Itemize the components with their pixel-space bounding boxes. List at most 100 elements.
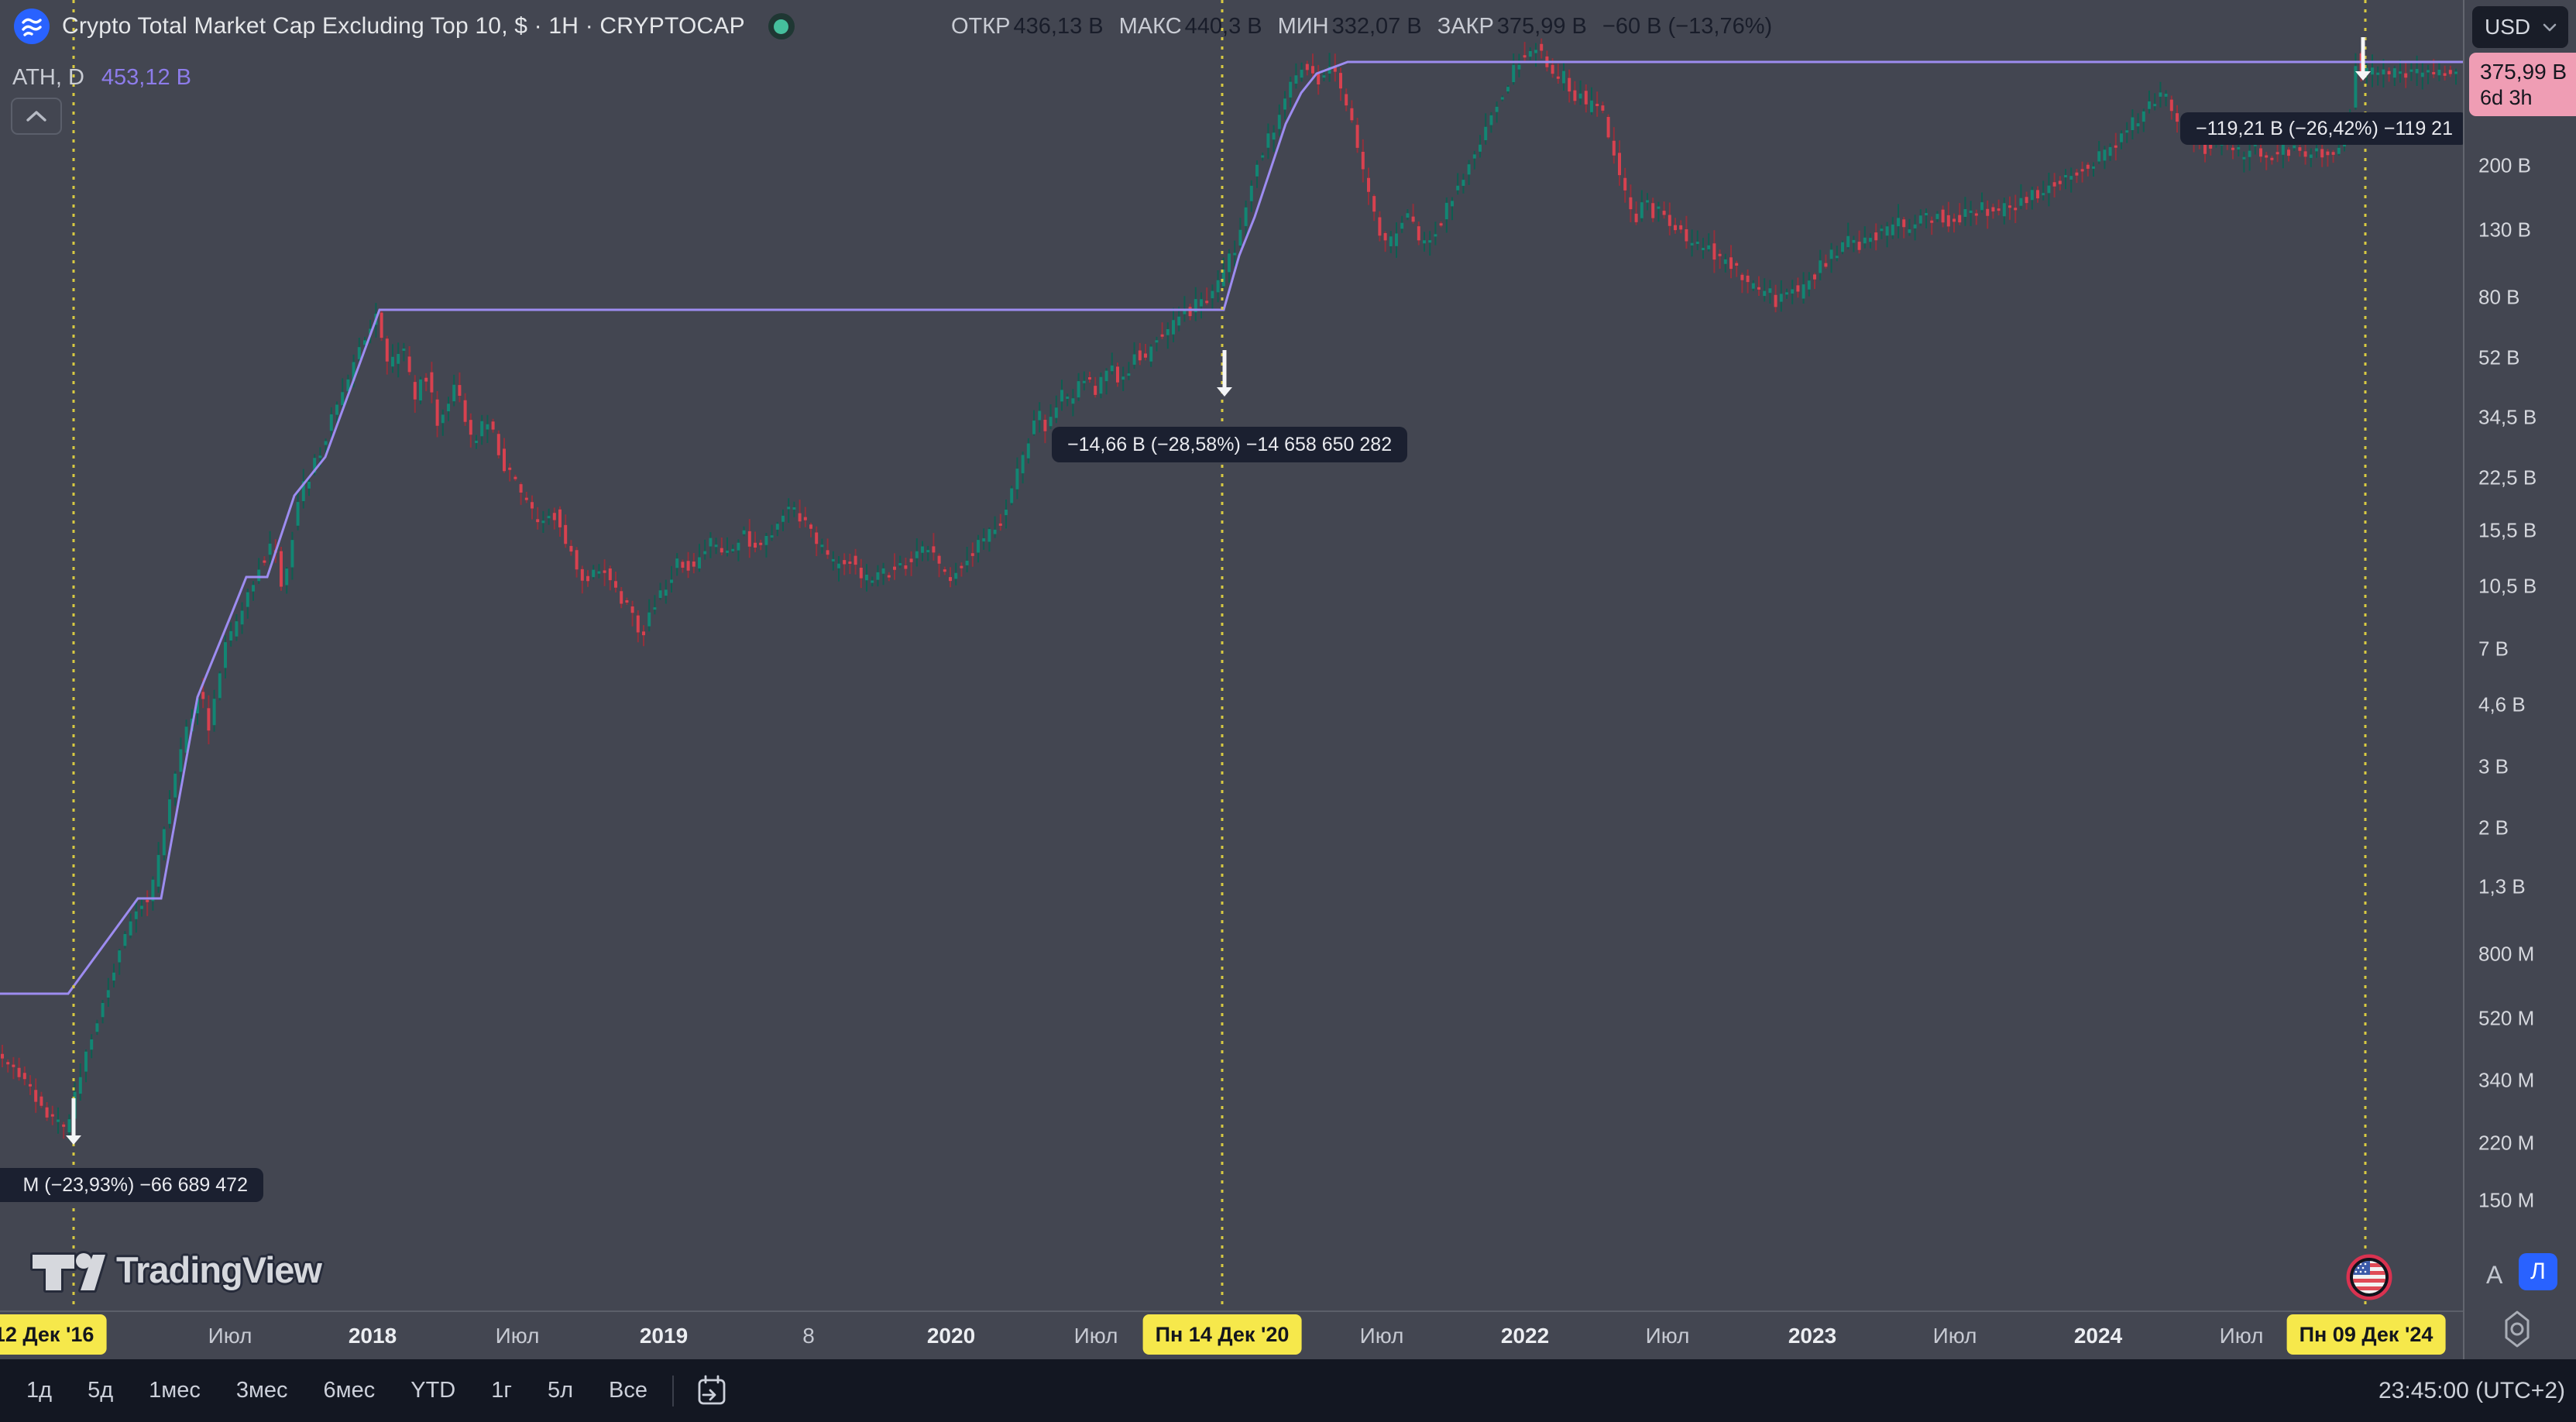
- ohlc-value: 332,07 B: [1331, 13, 1422, 39]
- ohlc-value: 440,3 B: [1184, 13, 1262, 39]
- range-button-3мес[interactable]: 3мес: [235, 1378, 288, 1403]
- price-tick-label: 34,5 B: [2478, 405, 2537, 429]
- time-tick-label: 2019: [639, 1323, 689, 1348]
- session-clock[interactable]: 23:45:00 (UTC+2): [2379, 1377, 2565, 1403]
- down-candle-path: [1, 43, 2452, 1127]
- down-arrow-icon: [66, 1098, 81, 1145]
- symbol-title[interactable]: Crypto Total Market Cap Excluding Top 10…: [62, 13, 745, 39]
- indicator-value: 453,12 B: [101, 64, 192, 90]
- time-tick-label: 8: [802, 1323, 815, 1348]
- price-tick-label: 200 B: [2478, 153, 2531, 177]
- price-tick-label: 1,3 B: [2478, 874, 2526, 898]
- cryptocap-logo-icon[interactable]: [14, 9, 50, 44]
- price-tick-label: 340 M: [2478, 1068, 2535, 1092]
- currency-button[interactable]: USD: [2472, 6, 2568, 48]
- down-arrow-markers: [66, 37, 2371, 1145]
- time-scale[interactable]: Июл 2018 Июл 2019 8 2020 Июл Июл 2022 Июл 2023 Июл 2…: [0, 1310, 2576, 1359]
- price-scale[interactable]: USD 375,99 B 6d 3h 200 B 130 B 80 B 52 B 34,…: [2463, 0, 2576, 1359]
- time-tick-label: 2023: [1788, 1323, 1837, 1348]
- time-tick-label: Июл: [208, 1323, 252, 1348]
- measure-label: М (−23,93%) −66 689 472: [0, 1168, 263, 1202]
- price-tick-label: 15,5 B: [2478, 518, 2537, 542]
- price-tick-label: 52 B: [2478, 345, 2520, 369]
- range-button-YTD[interactable]: YTD: [410, 1378, 456, 1403]
- price-tick-label: 150 M: [2478, 1188, 2535, 1212]
- down-arrow-icon: [2355, 37, 2371, 81]
- range-button-1мес[interactable]: 1мес: [149, 1378, 201, 1403]
- time-tick-label: Июл: [1645, 1323, 1690, 1348]
- price-tick-label: 220 M: [2478, 1131, 2535, 1155]
- price-tick-label: 4,6 B: [2478, 692, 2526, 716]
- range-button-Все[interactable]: Все: [609, 1378, 647, 1403]
- time-tick-label: 2024: [2073, 1323, 2123, 1348]
- tradingview-logo-icon: [30, 1251, 108, 1293]
- price-tick-label: 10,5 B: [2478, 574, 2537, 598]
- us-flag-event-icon[interactable]: [2346, 1254, 2392, 1300]
- ohlc-item: ЗАКР 375,99 B: [1437, 14, 1587, 40]
- date-tag[interactable]: Пн 12 Дек '16: [0, 1314, 107, 1355]
- ohlc-label: МИН: [1277, 13, 1329, 39]
- ath-indicator-line: [0, 60, 2576, 995]
- ohlc-item: МАКС 440,3 B: [1119, 14, 1262, 40]
- go-to-date-icon[interactable]: [694, 1373, 730, 1409]
- price-tick-label: 7 B: [2478, 637, 2509, 661]
- ohlc-value: 436,13 B: [1013, 13, 1104, 39]
- log-scale-button[interactable]: Л: [2519, 1253, 2557, 1290]
- tradingview-watermark: TradingView: [28, 1239, 322, 1300]
- time-tick-label: Июл: [2219, 1323, 2264, 1348]
- ohlc-label: ЗАКР: [1437, 13, 1494, 39]
- toolbar-divider: [672, 1375, 674, 1407]
- scale-settings-gear-icon[interactable]: [2495, 1307, 2539, 1351]
- measure-label: −14,66 B (−28,58%) −14 658 650 282: [1052, 427, 1408, 462]
- down-arrow-icon: [1217, 350, 1232, 397]
- chevron-down-icon: [2543, 23, 2557, 31]
- down-candles: [1, 43, 2452, 1127]
- time-tick-label: Июл: [1359, 1323, 1404, 1348]
- range-button-1г[interactable]: 1г: [491, 1378, 512, 1403]
- price-tick-label: 22,5 B: [2478, 465, 2537, 489]
- measure-label: −119,21 B (−26,42%) −119 21: [2180, 112, 2468, 145]
- currency-label: USD: [2485, 15, 2531, 39]
- watermark-text: TradingView: [116, 1249, 322, 1290]
- down-candle-path: [2, 38, 2451, 1139]
- indicator-legend[interactable]: ATH, D 453,12 B: [12, 60, 191, 94]
- time-tick-label: Июл: [1073, 1323, 1118, 1348]
- candlestick-chart[interactable]: [0, 0, 2576, 1310]
- time-tick-label: 2022: [1500, 1323, 1550, 1348]
- price-tick-label: 800 M: [2478, 942, 2535, 966]
- symbol-header: Crypto Total Market Cap Excluding Top 10…: [14, 8, 795, 45]
- range-button-6мес[interactable]: 6мес: [323, 1378, 376, 1403]
- time-tick-label: Июл: [1932, 1323, 1977, 1348]
- down-candle-wicks: [2, 38, 2451, 1139]
- date-tag[interactable]: Пн 14 Дек '20: [1142, 1314, 1302, 1355]
- indicator-name: ATH, D: [12, 64, 84, 90]
- ohlc-label: МАКС: [1118, 13, 1182, 39]
- ohlc-label: ОТКР: [951, 13, 1011, 39]
- price-tick-label: 130 B: [2478, 218, 2531, 242]
- market-status-dot: [774, 19, 789, 34]
- ohlc-value: 375,99 B: [1496, 13, 1587, 39]
- bar-countdown: 6d 3h: [2480, 86, 2533, 109]
- ohlc-item: ОТКР 436,13 B: [951, 14, 1104, 40]
- collapse-legend-button[interactable]: [11, 98, 62, 135]
- range-button-5л[interactable]: 5л: [547, 1378, 574, 1403]
- price-tick-label: 3 B: [2478, 754, 2509, 778]
- time-tick-label: 2020: [926, 1323, 976, 1348]
- market-status-icon[interactable]: [768, 13, 795, 40]
- chevron-up-icon: [26, 111, 46, 122]
- range-button-5д[interactable]: 5д: [88, 1378, 114, 1403]
- current-price: 375,99 B: [2480, 60, 2567, 84]
- time-tick-label: Июл: [495, 1323, 540, 1348]
- auto-scale-button[interactable]: А: [2486, 1261, 2503, 1289]
- ohlc-item: МИН 332,07 B: [1278, 14, 1422, 40]
- date-range-buttons: 1д 5д 1мес 3мес 6мес YTD 1г 5л Все: [0, 1378, 647, 1403]
- range-button-1д[interactable]: 1д: [26, 1378, 53, 1403]
- ohlc-readout: ОТКР 436,13 B МАКС 440,3 B МИН 332,07 B ЗАКР 37…: [951, 8, 1772, 45]
- price-tick-label: 520 M: [2478, 1006, 2535, 1030]
- time-tick-label: 2018: [348, 1323, 397, 1348]
- bottom-toolbar: 1д 5д 1мес 3мес 6мес YTD 1г 5л Все 23:45:00 (UTC…: [0, 1359, 2576, 1422]
- date-tag[interactable]: Пн 09 Дек '24: [2286, 1314, 2446, 1355]
- price-tick-label: 80 B: [2478, 285, 2520, 309]
- current-price-badge: 375,99 B 6d 3h: [2469, 53, 2576, 116]
- price-tick-label: 2 B: [2478, 816, 2509, 840]
